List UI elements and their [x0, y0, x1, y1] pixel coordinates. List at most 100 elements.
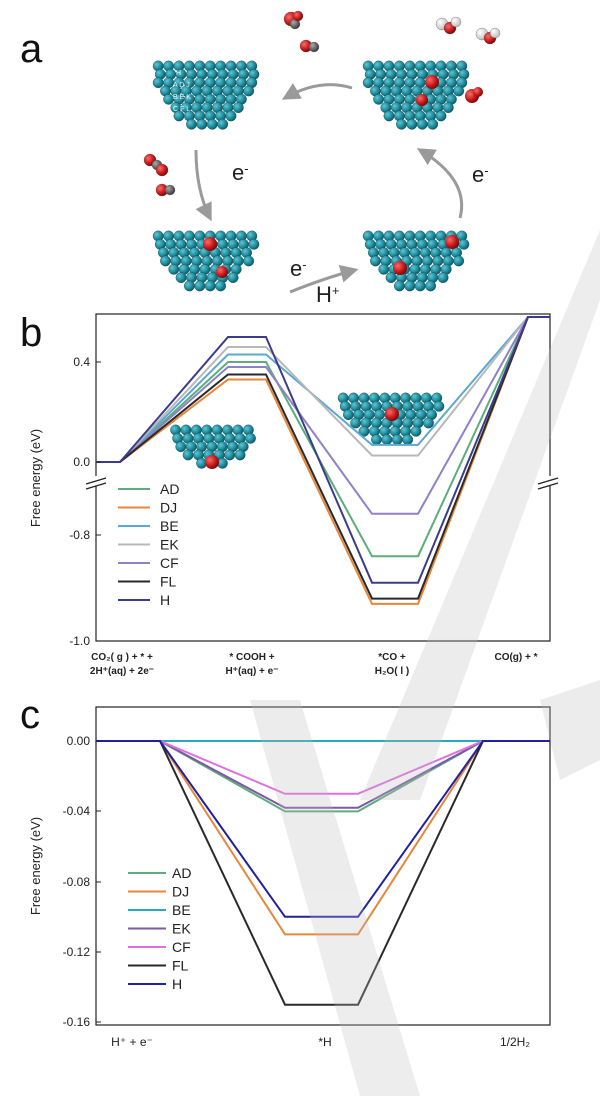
- y-axis-title: Free energy (eV): [28, 429, 43, 527]
- atom: [425, 280, 436, 292]
- atom: [168, 263, 180, 275]
- atom: [196, 118, 208, 130]
- series-lines: [96, 740, 550, 1006]
- legend-label: EK: [172, 921, 191, 937]
- legend-label: EK: [160, 537, 179, 553]
- atom: [370, 255, 381, 267]
- series-line-ek: [96, 316, 550, 463]
- atom: [175, 272, 187, 283]
- atom: [371, 434, 382, 445]
- atom: [160, 255, 171, 267]
- legend-label: H: [172, 976, 182, 992]
- atom: [453, 85, 465, 97]
- y-axis-b: 0.4 0.0 -0.8 -1.0 Free energy (eV): [28, 355, 101, 648]
- atom: [373, 93, 384, 105]
- atom: [225, 110, 237, 122]
- y-axis-title: Free energy (eV): [28, 817, 43, 915]
- y-tick-label: 0.0: [73, 455, 90, 469]
- x-category-label: 2H⁺(aq) + 2e⁻: [90, 666, 154, 677]
- panel-a: a H A D J B E K C F L e- e- e- H+: [20, 10, 501, 307]
- atom: [433, 400, 445, 412]
- legend-label: AD: [172, 865, 191, 881]
- legend-label: AD: [160, 481, 179, 497]
- atom: [406, 118, 418, 130]
- atom: [435, 110, 447, 122]
- gas-molecule: [299, 39, 320, 53]
- atom: [342, 409, 354, 421]
- molecule-atom: [308, 41, 320, 53]
- atom: [391, 434, 403, 445]
- cycle-arrow: [281, 83, 353, 100]
- adsorbate-atom: [203, 237, 217, 251]
- atom: [402, 434, 414, 445]
- nanocluster: [152, 60, 260, 130]
- atom: [243, 85, 255, 97]
- panel-c: c 0.00 -0.04 -0.08 -0.12 -0.16 Free ener…: [20, 693, 551, 1049]
- gas-molecule: [143, 153, 169, 177]
- gas-molecule: [475, 27, 501, 45]
- step-label-electron: e-: [472, 162, 489, 187]
- molecule-atom: [450, 16, 462, 28]
- atom: [453, 255, 465, 267]
- atom: [217, 118, 229, 130]
- atom: [396, 118, 407, 130]
- y-tick-label: -0.16: [63, 1015, 91, 1029]
- atom: [152, 77, 164, 89]
- x-category-label: *H: [318, 1035, 331, 1049]
- atom: [383, 110, 395, 122]
- plot-frame: [95, 706, 551, 1026]
- adsorbate-atom: [205, 455, 219, 469]
- adsorbate-atom: [216, 266, 228, 278]
- legend-label: DJ: [160, 500, 177, 516]
- legend-label: FL: [172, 958, 189, 974]
- step-label-electron: e-: [232, 160, 249, 185]
- panel-b: b 0.4 0.0 -0.8 -1.0 Free energy (eV) CO: [20, 311, 560, 677]
- atom: [437, 272, 449, 283]
- x-category-label: H⁺(aq) + e⁻: [225, 666, 278, 677]
- site-label-row: A D J: [173, 82, 190, 89]
- atom: [243, 255, 255, 267]
- legend-b: AD DJ BE EK CF FL H: [118, 481, 179, 608]
- site-label-row: B E K: [173, 94, 191, 101]
- y-tick-label: -0.8: [69, 528, 90, 542]
- legend-label: BE: [172, 902, 191, 918]
- atom: [362, 77, 374, 89]
- legend-label: BE: [160, 518, 179, 534]
- atom: [378, 263, 390, 275]
- atom: [204, 280, 216, 292]
- y-tick-label: -0.12: [63, 945, 91, 959]
- atom: [414, 280, 426, 292]
- adsorbate-atom: [445, 235, 459, 249]
- atom: [404, 280, 416, 292]
- atom: [410, 425, 422, 437]
- x-category-label: *CO +: [378, 652, 406, 663]
- adsorbate-atom: [473, 87, 483, 97]
- panel-c-letter: c: [20, 693, 40, 737]
- legend-c: AD DJ BE EK CF FL H: [128, 865, 191, 992]
- x-category-label: H₂O( l ): [375, 666, 409, 677]
- atom: [385, 272, 397, 283]
- y-tick-label: -0.04: [63, 804, 91, 818]
- x-category-label: * COOH +: [229, 652, 274, 663]
- background-watermark: [250, 230, 600, 1096]
- nanocluster: [337, 392, 445, 445]
- site-label-row: C F L: [173, 106, 190, 113]
- x-categories-c: H⁺ + e⁻ *H 1/2H₂: [111, 1035, 530, 1049]
- x-category-label: CO(g) + *: [494, 652, 537, 663]
- atom: [234, 449, 246, 461]
- step-label-proton: H+: [316, 282, 339, 307]
- nanocluster: [362, 230, 470, 292]
- atom: [381, 434, 393, 445]
- adsorbate-atom: [425, 75, 439, 89]
- series-line-h: [96, 740, 550, 918]
- series-lines: [96, 316, 550, 605]
- adsorbate-atom: [393, 261, 407, 275]
- nanocluster: [152, 230, 260, 292]
- x-category-label: 1/2H₂: [500, 1035, 530, 1049]
- y-tick-label: -0.08: [63, 875, 91, 889]
- molecule-atom: [292, 10, 304, 22]
- atom: [215, 280, 227, 292]
- atom: [245, 432, 256, 444]
- cycle-arrow: [194, 149, 212, 222]
